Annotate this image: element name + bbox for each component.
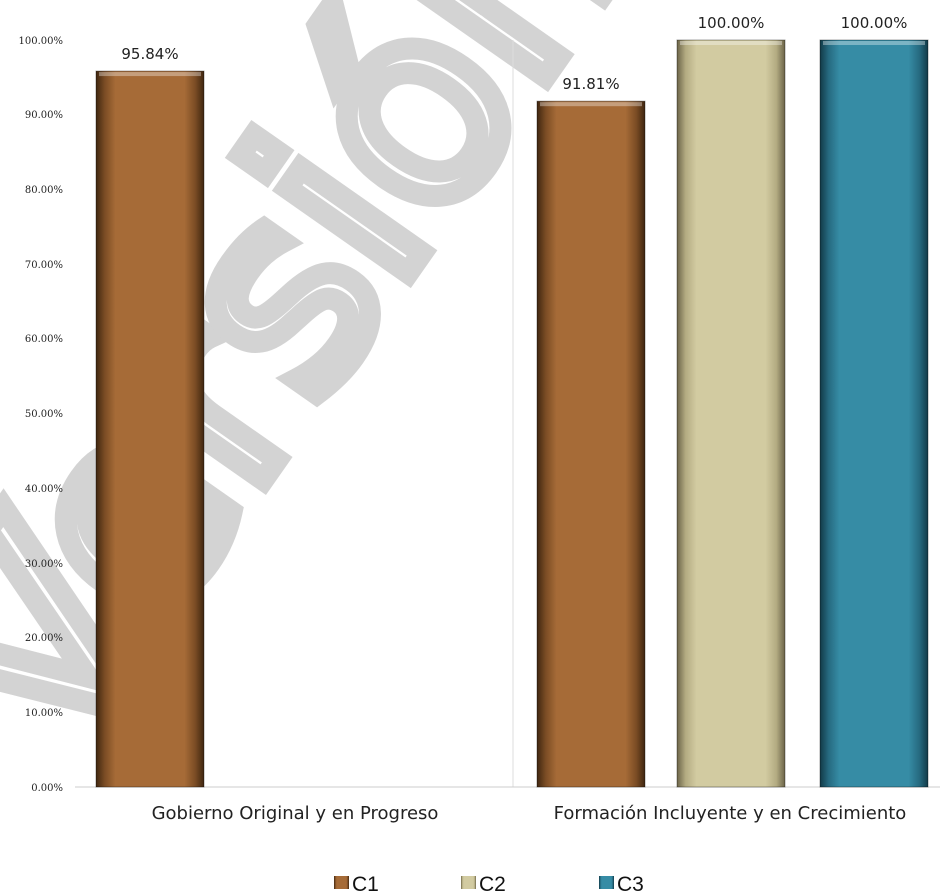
y-axis-ticks: 0.00% 10.00% 20.00% 30.00% 40.00% 50.00%… [19, 36, 64, 794]
legend-label-c3: C3 [617, 873, 644, 893]
legend-swatch-c2 [461, 876, 476, 889]
y-tick-label: 90.00% [25, 110, 63, 121]
data-label-c2-cat2: 100.00% [698, 14, 765, 32]
bar-c2-cat2 [676, 39, 786, 788]
y-tick-label: 70.00% [25, 260, 63, 271]
bar-c1-cat2 [536, 100, 646, 788]
y-tick-label: 10.00% [25, 708, 63, 719]
bar-bevel-c1-cat1 [99, 72, 201, 77]
bar-bevel-c1-cat2 [540, 102, 642, 107]
category-label-formacion: Formación Incluyente y en Crecimiento [554, 803, 907, 824]
bar-bevel-c3-cat2 [823, 41, 925, 45]
y-tick-label: 100.00% [19, 36, 64, 47]
data-label-c1-cat2: 91.81% [562, 75, 619, 93]
y-tick-label: 60.00% [25, 334, 63, 345]
category-label-gobierno: Gobierno Original y en Progreso [152, 803, 439, 824]
bars-group [95, 39, 929, 788]
bar-c3-cat2 [819, 39, 929, 788]
y-tick-label: 40.00% [25, 484, 63, 495]
legend-swatch-c3 [599, 876, 614, 889]
data-label-c3-cat2: 100.00% [841, 14, 908, 32]
legend: C1 C2 C3 [334, 873, 644, 893]
y-tick-label: 20.00% [25, 633, 63, 644]
legend-label-c2: C2 [479, 873, 506, 893]
data-labels-group: 95.84% 91.81% 100.00% 100.00% [121, 14, 907, 93]
y-tick-label: 80.00% [25, 185, 63, 196]
y-tick-label: 30.00% [25, 559, 63, 570]
data-label-c1-cat1: 95.84% [121, 45, 178, 63]
bar-bevel-c2-cat2 [680, 41, 782, 45]
bar-c1-cat1 [95, 70, 205, 788]
legend-label-c1: C1 [352, 873, 379, 893]
legend-swatch-c1 [334, 876, 349, 889]
y-tick-label: 0.00% [31, 783, 63, 794]
y-tick-label: 50.00% [25, 409, 63, 420]
